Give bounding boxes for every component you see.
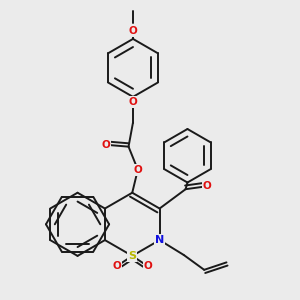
Text: O: O — [112, 261, 121, 271]
Text: S: S — [128, 251, 136, 261]
Text: O: O — [203, 181, 212, 191]
Text: N: N — [155, 235, 164, 245]
Text: O: O — [129, 26, 137, 36]
Text: O: O — [129, 97, 137, 107]
Text: O: O — [134, 165, 142, 175]
Text: O: O — [102, 140, 111, 150]
Text: O: O — [143, 261, 152, 271]
